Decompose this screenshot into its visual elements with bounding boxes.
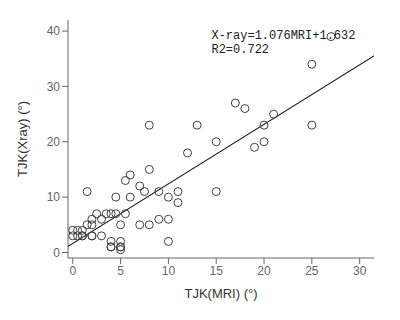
svg-text:0: 0	[69, 264, 76, 278]
svg-text:5: 5	[117, 264, 124, 278]
svg-text:15: 15	[210, 264, 224, 278]
svg-text:X-ray=1.076MRI+1.632R2=0.722: X-ray=1.076MRI+1.632R2=0.722	[211, 29, 355, 57]
svg-text:TJK(MRI) (°): TJK(MRI) (°)	[184, 286, 257, 301]
svg-text:25: 25	[305, 264, 319, 278]
svg-text:40: 40	[47, 24, 61, 38]
svg-text:20: 20	[47, 135, 61, 149]
svg-text:30: 30	[353, 264, 367, 278]
svg-text:10: 10	[162, 264, 176, 278]
svg-text:0: 0	[53, 246, 60, 260]
svg-text:TJK(Xray) (°): TJK(Xray) (°)	[15, 101, 30, 177]
svg-text:20: 20	[257, 264, 271, 278]
svg-text:30: 30	[47, 80, 61, 94]
svg-text:10: 10	[47, 190, 61, 204]
